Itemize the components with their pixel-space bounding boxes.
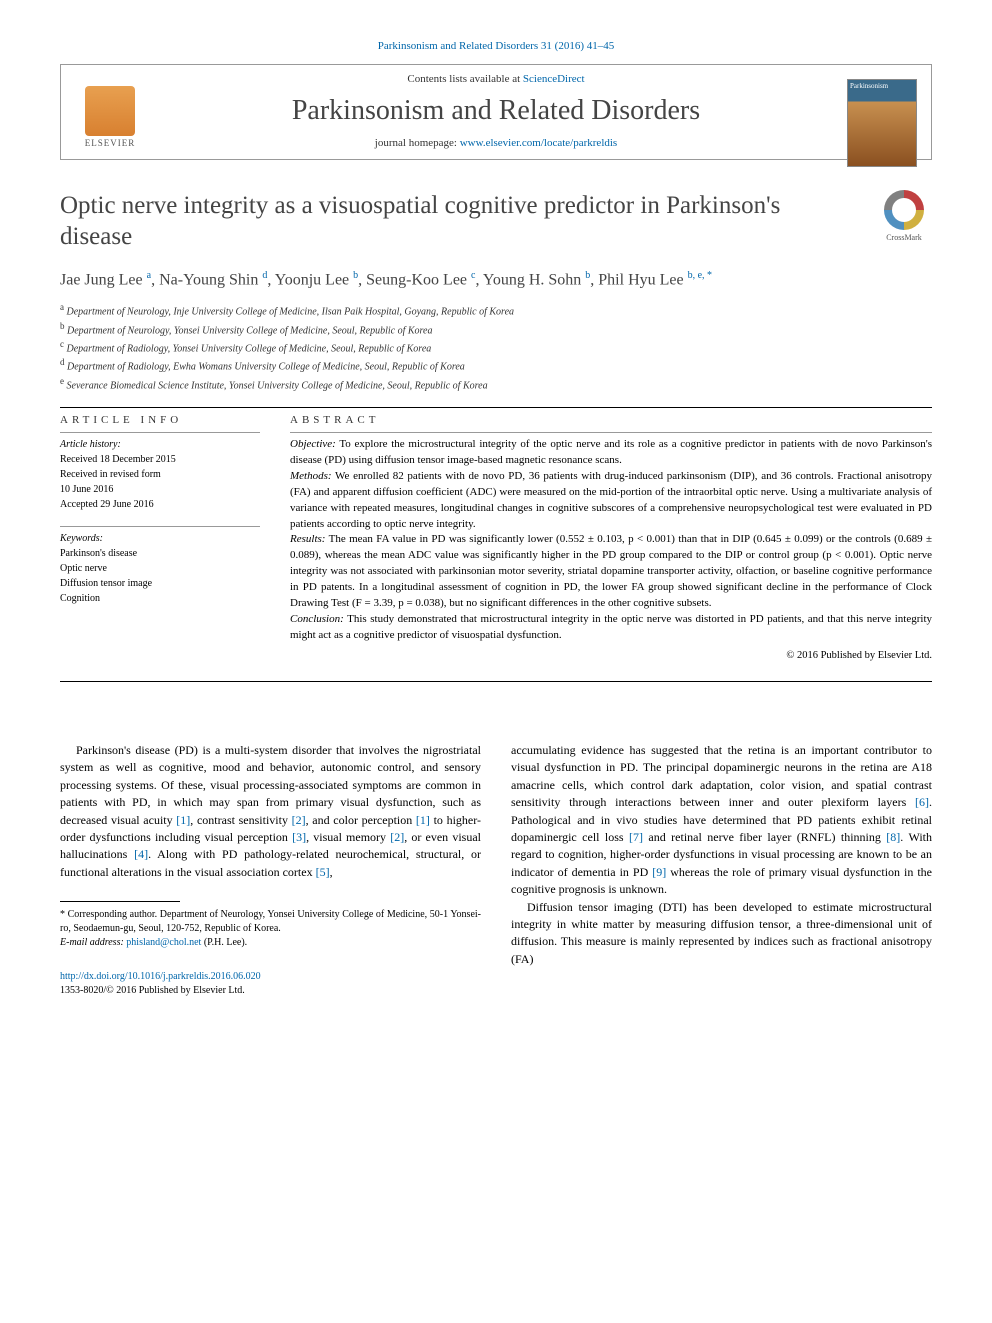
abstract-segment-text: To explore the microstructural integrity…: [290, 438, 932, 466]
author-list: Jae Jung Lee a, Na-Young Shin d, Yoonju …: [60, 269, 932, 292]
abstract-segment-text: We enrolled 82 patients with de novo PD,…: [290, 470, 932, 530]
crossmark-label: CrossMark: [886, 233, 922, 242]
citation-ref[interactable]: [5]: [316, 865, 330, 879]
contents-line: Contents lists available at ScienceDirec…: [61, 65, 931, 89]
abstract-segment-label: Conclusion:: [290, 613, 344, 625]
abstract-rule: [290, 432, 932, 433]
citation-ref[interactable]: [1]: [416, 813, 430, 827]
journal-cover-thumbnail[interactable]: Parkinsonism: [847, 79, 917, 167]
footnote-rule: [60, 901, 180, 902]
citation-ref[interactable]: [3]: [292, 830, 306, 844]
citation-ref[interactable]: [6]: [915, 795, 929, 809]
history-line: 10 June 2016: [60, 484, 113, 495]
body-para-3: Diffusion tensor imaging (DTI) has been …: [511, 899, 932, 969]
rule-top: [60, 407, 932, 408]
citation-ref[interactable]: [2]: [292, 813, 306, 827]
history-label: Article history:: [60, 439, 121, 450]
article-title: Optic nerve integrity as a visuospatial …: [60, 190, 856, 253]
crossmark-icon: [884, 190, 924, 230]
keyword: Parkinson's disease: [60, 548, 137, 559]
citation-ref[interactable]: [2]: [390, 830, 404, 844]
abstract-segment-text: The mean FA value in PD was significantl…: [290, 533, 932, 609]
history-line: Received 18 December 2015: [60, 454, 176, 465]
elsevier-tree-icon: [85, 86, 135, 136]
history-line: Received in revised form: [60, 469, 161, 480]
article-info-heading: ARTICLE INFO: [60, 414, 260, 426]
history-line: Accepted 29 June 2016: [60, 499, 154, 510]
body-column-right: accumulating evidence has suggested that…: [511, 742, 932, 998]
sciencedirect-link[interactable]: ScienceDirect: [523, 73, 585, 85]
abstract-segment: Conclusion: This study demonstrated that…: [290, 612, 932, 644]
abstract-segment: Objective: To explore the microstructura…: [290, 437, 932, 469]
citation-ref[interactable]: [8]: [886, 830, 900, 844]
doi-block: http://dx.doi.org/10.1016/j.parkreldis.2…: [60, 970, 481, 998]
homepage-link[interactable]: www.elsevier.com/locate/parkreldis: [460, 137, 618, 149]
keyword: Cognition: [60, 593, 100, 604]
issn-copyright: 1353-8020/© 2016 Published by Elsevier L…: [60, 985, 245, 996]
info-rule-2: [60, 526, 260, 527]
homepage-line: journal homepage: www.elsevier.com/locat…: [61, 133, 931, 159]
keyword: Diffusion tensor image: [60, 578, 152, 589]
journal-name: Parkinsonism and Related Disorders: [61, 89, 931, 133]
corresponding-author-footnote: * Corresponding author. Department of Ne…: [60, 908, 481, 950]
body-column-left: Parkinson's disease (PD) is a multi-syst…: [60, 742, 481, 998]
citation-ref[interactable]: [7]: [629, 830, 643, 844]
abstract-column: ABSTRACT Objective: To explore the micro…: [290, 414, 932, 661]
abstract-segment-text: This study demonstrated that microstruct…: [290, 613, 932, 641]
doi-link[interactable]: http://dx.doi.org/10.1016/j.parkreldis.2…: [60, 971, 261, 982]
affiliation-line: a Department of Neurology, Inje Universi…: [60, 301, 932, 319]
keywords-label: Keywords:: [60, 533, 103, 544]
citation-ref[interactable]: [1]: [176, 813, 190, 827]
crossmark-badge[interactable]: CrossMark: [876, 190, 932, 246]
journal-header: ELSEVIER Parkinsonism Contents lists ava…: [60, 64, 932, 160]
abstract-segment: Methods: We enrolled 82 patients with de…: [290, 469, 932, 533]
affiliation-line: b Department of Neurology, Yonsei Univer…: [60, 320, 932, 338]
abstract-copyright: © 2016 Published by Elsevier Ltd.: [290, 650, 932, 661]
body-para-1: Parkinson's disease (PD) is a multi-syst…: [60, 742, 481, 881]
abstract-segment: Results: The mean FA value in PD was sig…: [290, 532, 932, 612]
article-info-column: ARTICLE INFO Article history: Received 1…: [60, 414, 260, 661]
article-history: Article history: Received 18 December 20…: [60, 437, 260, 512]
running-citation: Parkinsonism and Related Disorders 31 (2…: [60, 40, 932, 52]
affiliation-line: c Department of Radiology, Yonsei Univer…: [60, 338, 932, 356]
citation-ref[interactable]: [4]: [134, 847, 148, 861]
abstract-heading: ABSTRACT: [290, 414, 932, 426]
abstract-segment-label: Objective:: [290, 438, 336, 450]
keywords-block: Keywords: Parkinson's disease Optic nerve…: [60, 531, 260, 606]
rule-bottom: [60, 681, 932, 682]
abstract-body: Objective: To explore the microstructura…: [290, 437, 932, 644]
citation-ref[interactable]: [9]: [652, 865, 666, 879]
email-link[interactable]: phisland@chol.net: [126, 937, 201, 948]
abstract-segment-label: Results:: [290, 533, 325, 545]
affiliations: a Department of Neurology, Inje Universi…: [60, 301, 932, 393]
keyword: Optic nerve: [60, 563, 107, 574]
body-para-2: accumulating evidence has suggested that…: [511, 742, 932, 899]
affiliation-line: e Severance Biomedical Science Institute…: [60, 375, 932, 393]
info-rule: [60, 432, 260, 433]
elsevier-label: ELSEVIER: [85, 138, 136, 148]
abstract-segment-label: Methods:: [290, 470, 332, 482]
elsevier-logo[interactable]: ELSEVIER: [75, 79, 145, 154]
cover-label: Parkinsonism: [848, 80, 916, 92]
affiliation-line: d Department of Radiology, Ewha Womans U…: [60, 356, 932, 374]
